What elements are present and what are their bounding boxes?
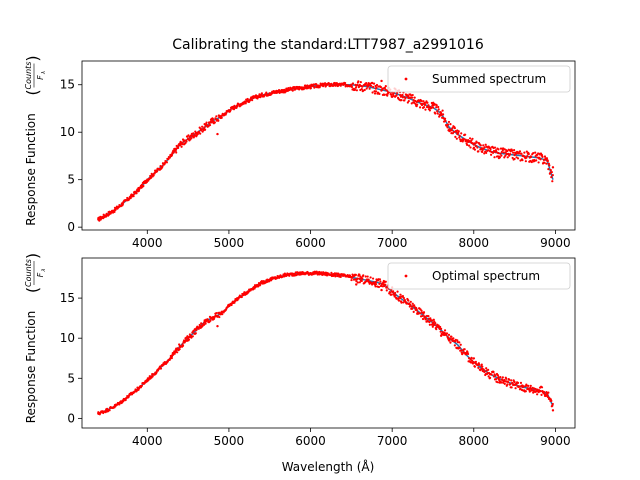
- svg-text:λ: λ: [41, 268, 47, 272]
- bottom-x-tick-label: 8000: [459, 434, 490, 448]
- top-panel: 4000 5000 6000 7000 8000 9000 0 5 10 15 Response …: [23, 55, 576, 250]
- top-legend-marker: [404, 77, 408, 81]
- top-x-tick-label: 9000: [540, 236, 571, 250]
- bottom-plot-frame: [81, 257, 576, 429]
- top-legend: Summed spectrum: [387, 65, 571, 93]
- bottom-legend-marker: [404, 274, 408, 278]
- svg-text:): ): [23, 55, 42, 61]
- svg-text:): ): [23, 253, 42, 259]
- svg-text:(: (: [23, 287, 42, 293]
- top-x-tick-label: 7000: [377, 236, 408, 250]
- top-y-tick-label: 10: [60, 125, 75, 139]
- chart-title: Calibrating the standard:LTT7987_a299101…: [172, 37, 484, 53]
- top-y-label-denominator: F: [36, 75, 45, 80]
- bottom-point-cloud: [97, 270, 554, 416]
- top-x-tick-label: 4000: [132, 236, 163, 250]
- bottom-legend-label: Optimal spectrum: [432, 269, 540, 283]
- bottom-y-axis-label: Response Function ()Counts Fλ: [23, 253, 47, 423]
- bottom-y-tick-label: 10: [60, 331, 75, 345]
- bottom-data-point: [216, 324, 219, 328]
- bottom-axes: 4000 5000 6000 7000 8000 9000 0 5 10 15: [60, 291, 571, 448]
- top-y-tick-label: 5: [67, 173, 75, 187]
- bottom-data-point: [551, 409, 555, 412]
- svg-text:(: (: [23, 89, 42, 95]
- bottom-x-tick-label: 4000: [132, 434, 163, 448]
- top-y-label-text: Response Function: [24, 113, 38, 226]
- bottom-data-point: [355, 283, 358, 286]
- top-data-point: [380, 79, 383, 83]
- bottom-panel: 4000 5000 6000 7000 8000 9000 0 5 10 15 Response …: [23, 253, 576, 448]
- top-data-point: [216, 132, 219, 136]
- top-data-point: [497, 151, 500, 155]
- bottom-y-label-text: Response Function: [24, 311, 38, 424]
- x-axis-label: Wavelength (Å): [282, 459, 375, 474]
- svg-text:λ: λ: [41, 71, 47, 75]
- bottom-y-tick-label: 5: [67, 371, 75, 385]
- top-y-axis-label: Response Function ()Counts Fλ: [23, 55, 47, 225]
- top-x-tick-label: 8000: [459, 236, 490, 250]
- top-x-tick-label: 6000: [295, 236, 326, 250]
- top-plot-layer: [97, 79, 555, 222]
- bottom-y-label-numerator: Counts: [24, 259, 33, 287]
- bottom-y-label-denominator: F: [36, 272, 45, 277]
- top-plot-frame: [81, 60, 576, 231]
- top-data-point: [551, 166, 555, 169]
- top-y-tick-label: 0: [67, 220, 75, 234]
- bottom-data-point: [380, 288, 383, 292]
- bottom-x-tick-label: 9000: [540, 434, 571, 448]
- bottom-y-tick-label: 15: [60, 291, 75, 305]
- top-y-tick-label: 15: [60, 78, 75, 92]
- bottom-fit-line: [98, 272, 554, 415]
- bottom-x-tick-label: 5000: [214, 434, 245, 448]
- bottom-plot-layer: [97, 270, 555, 416]
- top-legend-label: Summed spectrum: [432, 72, 546, 86]
- bottom-x-tick-label: 7000: [377, 434, 408, 448]
- top-point-cloud: [97, 80, 554, 222]
- bottom-y-tick-label: 0: [67, 411, 75, 425]
- bottom-x-tick-label: 6000: [295, 434, 326, 448]
- top-x-tick-label: 5000: [214, 236, 245, 250]
- bottom-legend: Optimal spectrum: [387, 262, 571, 290]
- top-y-label-numerator: Counts: [24, 62, 33, 90]
- top-data-point: [513, 153, 516, 157]
- bottom-data-point: [358, 277, 361, 281]
- top-axes: 4000 5000 6000 7000 8000 9000 0 5 10 15: [60, 78, 571, 250]
